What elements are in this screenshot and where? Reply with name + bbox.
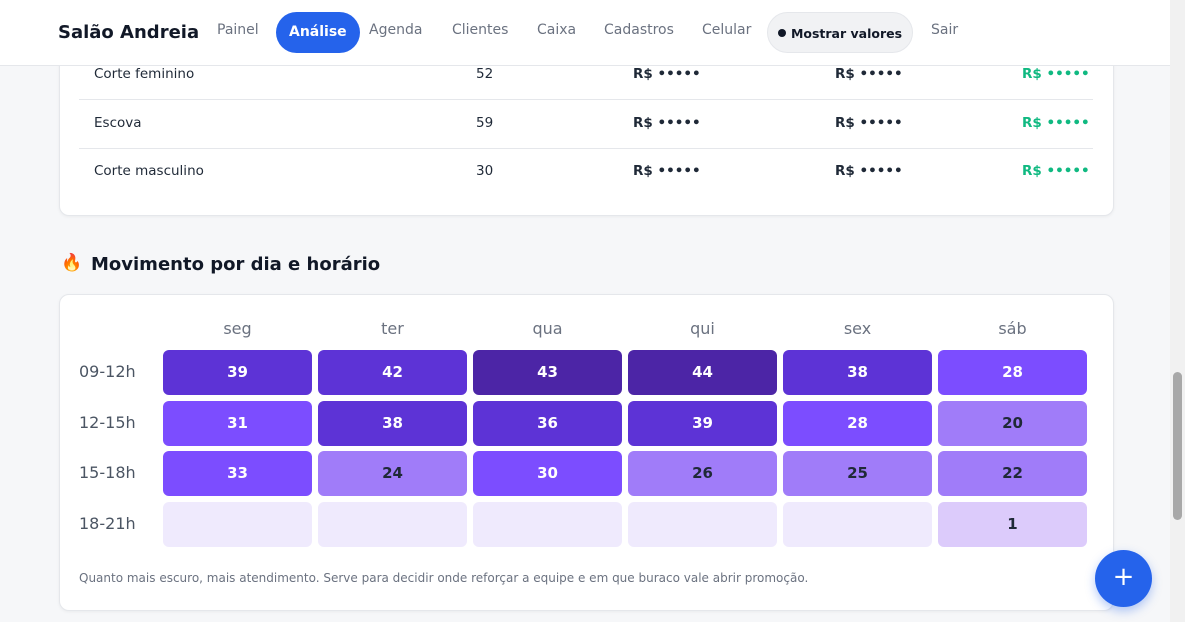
service-cell: R$ ••••• (633, 163, 701, 179)
brand[interactable]: Salão Andreia (58, 22, 200, 43)
day-label: sex (843, 319, 872, 338)
top-nav: Salão Andreia Painel Análise Agenda Cliente… (0, 0, 1170, 66)
scrollbar-thumb[interactable] (1173, 372, 1182, 520)
heatmap-cell: 25 (783, 451, 932, 497)
heatmap-cell (473, 502, 622, 548)
service-cell: R$ ••••• (633, 115, 701, 131)
slot-label: 12-15h (79, 412, 136, 432)
heatmap-cell: 38 (318, 400, 467, 446)
day-label: qua (532, 319, 563, 338)
row-divider (79, 99, 1093, 100)
day-label: sáb (998, 319, 1027, 338)
service-cell: R$ ••••• (835, 115, 903, 131)
heatmap-cell: 42 (318, 350, 467, 395)
heatmap-cell (783, 502, 932, 548)
slot-label: 15-18h (79, 463, 136, 483)
add-button[interactable]: + (1095, 550, 1152, 607)
service-cell: Escova (94, 115, 142, 131)
service-cell: 52 (476, 66, 494, 82)
service-cell: R$ ••••• (835, 66, 903, 82)
heatmap-cell (163, 502, 312, 548)
nav-link[interactable]: Painel (217, 22, 259, 38)
heatmap-icon: 🔥 (61, 253, 83, 273)
scrollbar (1170, 0, 1185, 622)
heatmap-cell: 43 (473, 350, 622, 395)
toggle-values[interactable]: Mostrar valores (767, 12, 913, 53)
service-cell: R$ ••••• (1022, 115, 1090, 131)
heatmap-cell: 33 (163, 451, 312, 497)
service-cell: R$ ••••• (1022, 66, 1090, 82)
heatmap-cell: 1 (938, 502, 1087, 548)
nav-link[interactable]: Análise (276, 12, 360, 53)
heatmap-cell: 28 (938, 350, 1087, 395)
day-label: seg (223, 319, 252, 338)
day-label: qui (690, 319, 715, 338)
heatmap-cell: 38 (783, 350, 932, 395)
heatmap-cell: 28 (783, 400, 932, 446)
heatmap-cell: 31 (163, 400, 312, 446)
day-label: ter (381, 319, 404, 338)
service-cell: R$ ••••• (835, 163, 903, 179)
slot-label: 18-21h (79, 514, 136, 534)
nav-link[interactable]: Clientes (452, 22, 509, 38)
heatmap-cell: 22 (938, 451, 1087, 497)
heatmap-cell: 39 (628, 400, 777, 446)
heatmap-cell: 26 (628, 451, 777, 497)
heatmap-cell: 39 (163, 350, 312, 395)
nav-link[interactable]: Celular (702, 22, 752, 38)
service-cell: Corte feminino (94, 66, 195, 82)
service-cell: 30 (476, 163, 494, 179)
service-cell: R$ ••••• (1022, 163, 1090, 179)
heatmap-cell (318, 502, 467, 548)
service-cell: R$ ••••• (633, 66, 701, 82)
heatmap-title: Movimento por dia e horário (91, 254, 381, 275)
heatmap-cell: 24 (318, 451, 467, 497)
heatmap-cell: 20 (938, 400, 1087, 446)
nav-link[interactable]: Cadastros (604, 22, 674, 38)
heatmap-cell: 44 (628, 350, 777, 395)
heatmap-cell: 30 (473, 451, 622, 497)
nav-link[interactable]: Caixa (537, 22, 577, 38)
heatmap-cell: 36 (473, 400, 622, 446)
nav-link[interactable]: Agenda (369, 22, 423, 38)
service-cell: 59 (476, 115, 494, 131)
row-divider (79, 148, 1093, 149)
heatmap-note: Quanto mais escuro, mais atendimento. Se… (79, 571, 809, 585)
service-cell: Corte masculino (94, 163, 204, 179)
slot-label: 09-12h (79, 362, 136, 381)
heatmap-cell (628, 502, 777, 548)
logout[interactable]: Sair (931, 22, 959, 38)
